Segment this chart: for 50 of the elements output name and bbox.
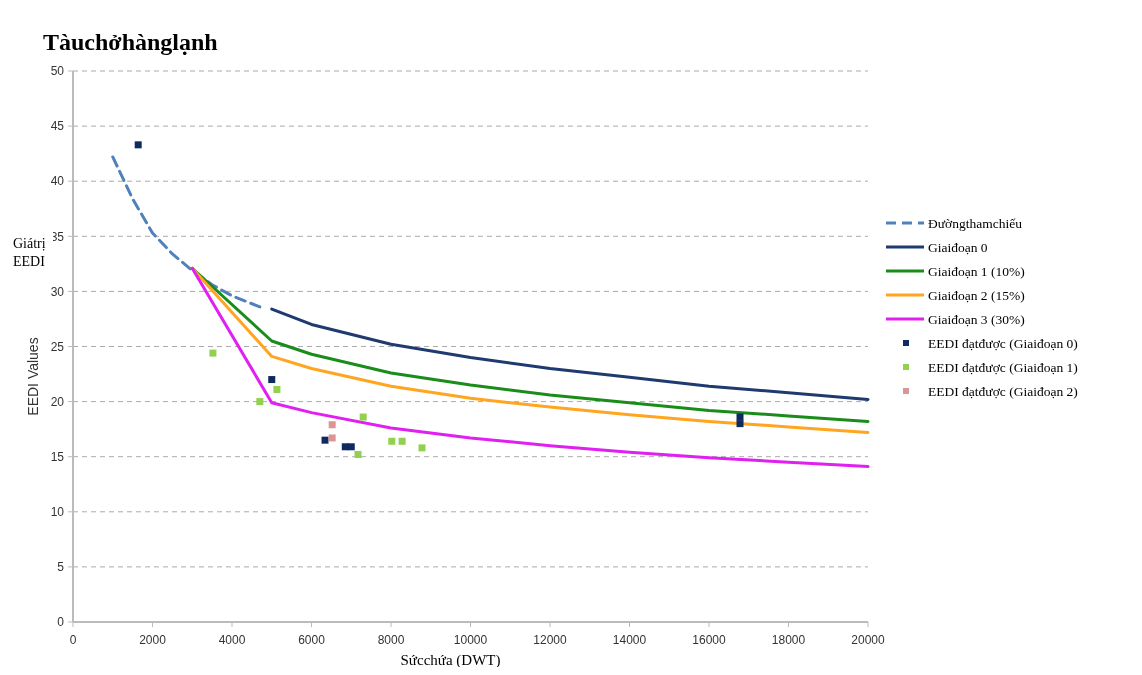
x-tick-label: 16000	[692, 633, 727, 647]
point	[418, 444, 426, 452]
y-tick-label: 25	[50, 339, 65, 354]
y-tick-label: 5	[57, 560, 65, 575]
x-tick-label: 8000	[377, 633, 405, 647]
point	[256, 398, 264, 406]
legend-label: EEDI đạtđược (Giaiđoạn 1)	[928, 359, 1078, 375]
point	[268, 376, 276, 384]
x-tick-label: 20000	[851, 633, 886, 647]
x-tick-label: 10000	[453, 633, 488, 647]
point	[398, 437, 406, 445]
x-tick-label: 0	[69, 633, 77, 647]
y-tick-label: 50	[50, 64, 65, 79]
text: Giátrị EEDI	[13, 236, 46, 269]
y-tick-label: 10	[50, 505, 65, 519]
legend-label: EEDI đạtđược (Giaiđoạn 2)	[928, 383, 1078, 399]
point	[328, 434, 336, 442]
point	[388, 437, 396, 445]
x-tick-label: 14000	[612, 633, 647, 647]
y-tick-label: 15	[50, 449, 65, 464]
point	[347, 443, 355, 451]
point	[321, 436, 329, 444]
y-tick-label: 20	[50, 394, 65, 409]
legend-label: Giaiđoạn 2 (15%)	[928, 287, 1025, 303]
y-tick-label: 0	[57, 615, 65, 630]
y-axis-title: EEDI Values	[25, 337, 41, 416]
x-tick-label: 18000	[771, 633, 806, 647]
legend-label: Giaiđoạn 1 (10%)	[928, 263, 1025, 279]
point	[736, 413, 744, 421]
point	[359, 413, 367, 421]
legend-label: Giaiđoạn 3 (30%)	[928, 311, 1025, 327]
point	[328, 421, 336, 429]
point	[209, 349, 217, 357]
point	[134, 141, 142, 149]
line-series	[111, 155, 262, 309]
line-series	[270, 307, 870, 401]
x-tick-label: 6000	[298, 633, 326, 647]
legend-label: Giaiđoạn 0	[928, 239, 988, 255]
point	[354, 451, 362, 458]
legend-label: EEDI đạtđược (Giaiđoạn 0)	[928, 335, 1078, 351]
x-tick-label: 12000	[533, 633, 568, 647]
legend-label: Đườngthamchiếu	[928, 215, 1023, 231]
point	[273, 385, 281, 393]
line-series	[190, 266, 870, 469]
x-tick-label: 2000	[139, 633, 167, 647]
chart-title: Tàuchởhànglạnh	[43, 29, 218, 55]
x-tick-label: 4000	[218, 633, 246, 647]
y-tick-label: 40	[50, 174, 65, 189]
y-tick-label: 30	[50, 284, 65, 299]
y-tick-label: 45	[50, 119, 65, 134]
